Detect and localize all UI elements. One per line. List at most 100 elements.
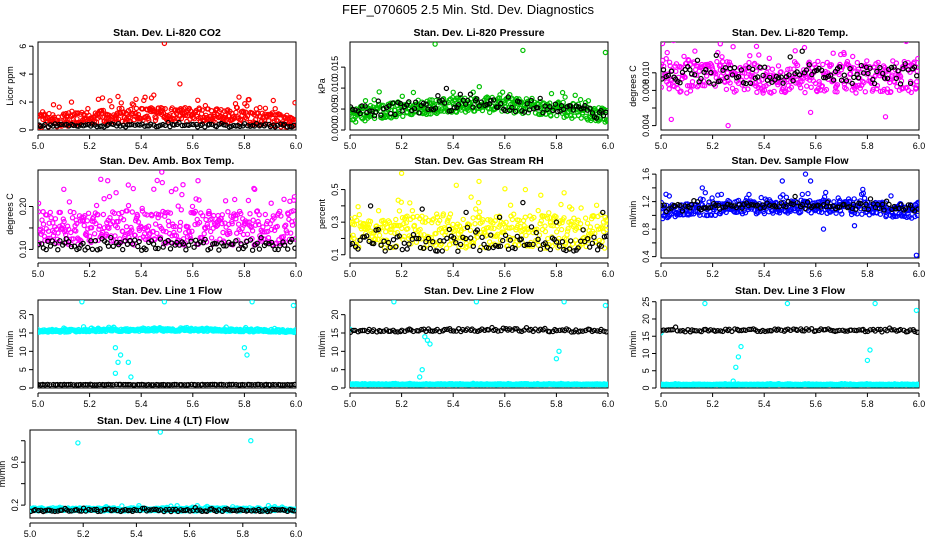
y-tick-label: 5 — [641, 368, 651, 373]
data-point — [413, 235, 420, 242]
data-point — [550, 107, 556, 114]
x-tick-label: 5.0 — [32, 141, 45, 151]
data-point — [130, 185, 136, 192]
data-point — [604, 223, 608, 229]
data-point — [569, 206, 575, 212]
x-tick-label: 6.0 — [290, 141, 303, 151]
data-point — [220, 243, 227, 249]
data-point — [445, 223, 452, 229]
data-point — [57, 238, 63, 244]
data-point — [555, 108, 561, 115]
data-point — [106, 193, 113, 200]
data-point — [761, 87, 768, 93]
data-point — [124, 241, 131, 247]
data-point — [91, 231, 98, 237]
data-point — [542, 228, 549, 235]
data-point — [206, 208, 212, 214]
data-point — [152, 117, 159, 124]
data-point — [474, 234, 480, 240]
data-point — [371, 115, 378, 122]
data-point — [589, 110, 596, 116]
data-point — [571, 248, 577, 254]
data-point — [780, 192, 786, 198]
data-point — [80, 240, 86, 247]
data-point — [666, 193, 673, 199]
plot-frame — [660, 41, 920, 131]
data-point — [661, 67, 667, 73]
data-point — [766, 55, 773, 62]
data-point — [244, 219, 250, 225]
data-point — [202, 236, 208, 243]
data-point — [864, 58, 870, 64]
x-tick-label: 5.8 — [861, 269, 874, 279]
data-point — [418, 326, 425, 333]
data-point — [359, 103, 365, 109]
data-point — [521, 222, 527, 229]
data-point — [589, 240, 596, 246]
data-point — [502, 232, 509, 238]
outlier-point — [450, 89, 456, 96]
data-point — [98, 176, 104, 182]
data-point — [105, 121, 112, 128]
data-point — [238, 241, 244, 247]
data-point — [395, 99, 401, 106]
data-point — [515, 242, 522, 248]
data-point — [168, 188, 175, 195]
data-point — [404, 213, 410, 219]
data-point — [160, 244, 166, 250]
data-point — [799, 48, 805, 54]
data-point — [756, 52, 762, 58]
data-point — [824, 199, 831, 205]
data-point — [153, 115, 159, 121]
outlier-point — [735, 354, 742, 360]
data-point — [120, 109, 126, 116]
data-point — [697, 196, 704, 202]
data-point — [600, 112, 607, 119]
data-point — [123, 223, 130, 230]
data-point — [819, 83, 826, 89]
data-point — [256, 246, 263, 252]
data-point — [903, 42, 909, 45]
data-point — [914, 79, 919, 85]
data-point — [256, 381, 262, 388]
data-point — [116, 210, 122, 217]
x-tick-label: 5.2 — [395, 141, 408, 151]
data-point — [223, 243, 229, 249]
data-point — [457, 241, 464, 248]
data-point — [129, 241, 136, 247]
x-tick-label: 5.2 — [706, 141, 719, 151]
data-point — [246, 96, 252, 103]
data-point — [711, 81, 717, 87]
data-point — [120, 228, 126, 235]
y-tick-label: 0.000 — [330, 119, 340, 142]
data-point — [399, 93, 405, 100]
data-point — [472, 328, 478, 334]
data-point — [476, 214, 482, 220]
outlier-point — [496, 214, 503, 220]
data-point — [802, 205, 808, 212]
y-tick-label: 0 — [330, 385, 340, 390]
data-point — [292, 100, 296, 106]
data-point — [427, 245, 433, 252]
data-point — [865, 206, 872, 212]
data-point — [399, 225, 405, 232]
data-point — [713, 52, 720, 59]
data-point — [572, 92, 578, 99]
points-group — [661, 42, 919, 129]
data-point — [530, 241, 536, 248]
outlier-point — [125, 182, 132, 188]
data-point — [128, 106, 134, 113]
data-point — [454, 224, 460, 230]
outlier-point — [251, 186, 258, 192]
data-point — [731, 64, 738, 71]
data-point — [411, 106, 418, 112]
data-point — [888, 64, 895, 71]
data-point — [463, 235, 469, 242]
data-point — [227, 230, 233, 237]
data-point — [437, 217, 443, 224]
data-point — [68, 381, 74, 388]
data-point — [593, 115, 600, 121]
data-point — [702, 189, 709, 196]
